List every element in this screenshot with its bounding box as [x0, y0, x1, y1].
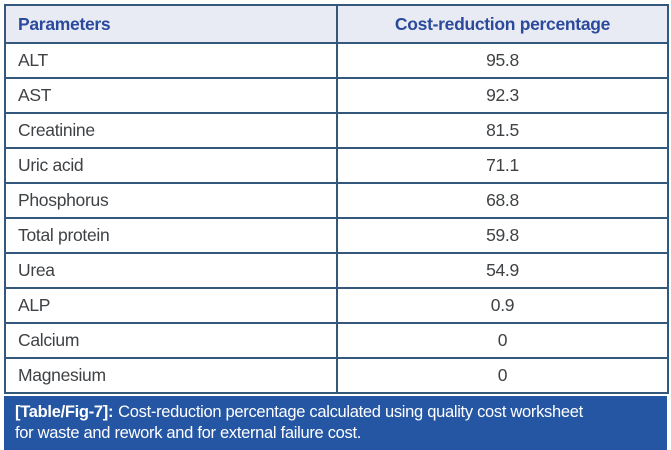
- table-row: Creatinine 81.5: [4, 112, 669, 149]
- caption-line-2: for waste and rework and for external fa…: [15, 424, 362, 442]
- parameter-cell: ALP: [4, 287, 338, 324]
- value-cell: 0: [336, 322, 669, 359]
- table-row: Uric acid 71.1: [4, 147, 669, 184]
- table-row: Phosphorus 68.8: [4, 182, 669, 219]
- parameter-cell: Urea: [4, 252, 338, 289]
- header-row: Parameters Cost-reduction percentage: [4, 4, 669, 44]
- value-cell: 54.9: [336, 252, 669, 289]
- parameter-cell: Calcium: [4, 322, 338, 359]
- caption-text: Cost-reduction percentage calculated usi…: [118, 403, 583, 421]
- table-row: Urea 54.9: [4, 252, 669, 289]
- parameter-cell: Magnesium: [4, 357, 338, 394]
- table-row: ALT 95.8: [4, 42, 669, 79]
- value-cell: 68.8: [336, 182, 669, 219]
- table-row: ALP 0.9: [4, 287, 669, 324]
- table-row: Calcium 0: [4, 322, 669, 359]
- value-cell: 59.8: [336, 217, 669, 254]
- value-cell: 95.8: [336, 42, 669, 79]
- value-cell: 81.5: [336, 112, 669, 149]
- table-row: AST 92.3: [4, 77, 669, 114]
- parameter-cell: Phosphorus: [4, 182, 338, 219]
- table-caption: [Table/Fig-7]: Cost-reduction percentage …: [4, 396, 667, 450]
- parameter-cell: Creatinine: [4, 112, 338, 149]
- parameter-cell: ALT: [4, 42, 338, 79]
- caption-line-1: [Table/Fig-7]: Cost-reduction percentage …: [15, 402, 656, 423]
- cost-reduction-table: Parameters Cost-reduction percentage ALT…: [4, 4, 669, 394]
- column-header-parameters: Parameters: [4, 4, 338, 44]
- value-cell: 0: [336, 357, 669, 394]
- parameter-cell: AST: [4, 77, 338, 114]
- caption-label: [Table/Fig-7]:: [15, 403, 114, 421]
- table-row: Magnesium 0: [4, 357, 669, 394]
- parameter-cell: Uric acid: [4, 147, 338, 184]
- value-cell: 71.1: [336, 147, 669, 184]
- value-cell: 92.3: [336, 77, 669, 114]
- table-row: Total protein 59.8: [4, 217, 669, 254]
- column-header-cost-reduction: Cost-reduction percentage: [336, 4, 669, 44]
- parameter-cell: Total protein: [4, 217, 338, 254]
- value-cell: 0.9: [336, 287, 669, 324]
